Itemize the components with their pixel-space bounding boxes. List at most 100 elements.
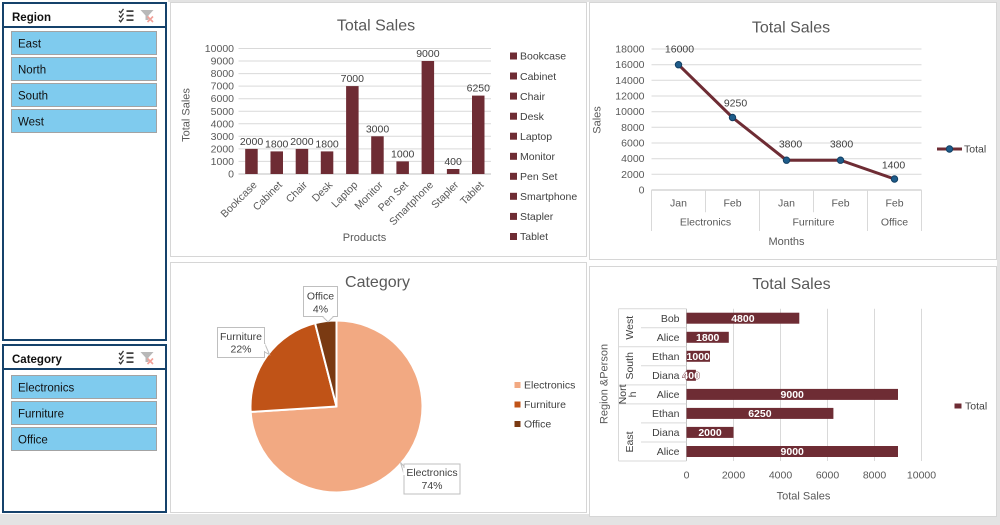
svg-text:Furniture: Furniture <box>18 409 64 421</box>
svg-text:1800: 1800 <box>315 138 339 150</box>
svg-text:2000: 2000 <box>698 427 722 439</box>
svg-text:Bob: Bob <box>660 313 679 325</box>
svg-text:4800: 4800 <box>731 313 755 325</box>
svg-text:9000: 9000 <box>416 48 440 60</box>
svg-text:Electronics: Electronics <box>679 217 730 229</box>
svg-text:2000: 2000 <box>210 143 234 155</box>
svg-text:9000: 9000 <box>780 389 804 401</box>
svg-text:2000: 2000 <box>621 169 645 181</box>
svg-text:Feb: Feb <box>723 198 741 210</box>
svg-text:h: h <box>627 391 639 397</box>
svg-text:10000: 10000 <box>906 470 935 482</box>
svg-text:14000: 14000 <box>615 75 644 87</box>
svg-text:7000: 7000 <box>210 81 234 93</box>
svg-text:Ethan: Ethan <box>652 408 680 420</box>
svg-text:1000: 1000 <box>210 156 234 168</box>
svg-text:3000: 3000 <box>365 123 389 135</box>
svg-text:Total: Total <box>965 401 987 413</box>
svg-text:Region &Person: Region &Person <box>598 344 610 424</box>
svg-text:Jan: Jan <box>670 198 687 210</box>
svg-text:Laptop: Laptop <box>520 131 552 143</box>
svg-text:400: 400 <box>682 370 700 382</box>
svg-text:Tablet: Tablet <box>520 231 548 243</box>
svg-text:6000: 6000 <box>815 470 839 482</box>
svg-text:8000: 8000 <box>862 470 886 482</box>
svg-text:Stapler: Stapler <box>429 179 461 211</box>
svg-text:Ethan: Ethan <box>652 351 680 363</box>
svg-text:Desk: Desk <box>520 111 545 123</box>
svg-text:18000: 18000 <box>615 44 644 56</box>
svg-text:2000: 2000 <box>290 136 314 148</box>
svg-text:8000: 8000 <box>621 122 645 134</box>
svg-text:10000: 10000 <box>615 106 644 118</box>
svg-text:Alice: Alice <box>656 446 679 458</box>
svg-text:South: South <box>624 352 636 380</box>
svg-text:Electronics: Electronics <box>406 467 457 479</box>
svg-text:12000: 12000 <box>615 91 644 103</box>
svg-text:Feb: Feb <box>831 198 849 210</box>
svg-text:0: 0 <box>228 169 234 181</box>
svg-text:16000: 16000 <box>664 44 693 56</box>
svg-text:Office: Office <box>524 419 551 431</box>
svg-text:Cabinet: Cabinet <box>520 71 556 83</box>
svg-text:Total: Total <box>964 144 986 156</box>
svg-text:Total Sales: Total Sales <box>751 20 829 37</box>
svg-text:Region: Region <box>12 12 51 24</box>
svg-text:1000: 1000 <box>686 351 710 363</box>
svg-text:4000: 4000 <box>210 118 234 130</box>
svg-text:Total Sales: Total Sales <box>336 18 414 35</box>
svg-text:7000: 7000 <box>340 73 364 85</box>
svg-text:1000: 1000 <box>391 148 415 160</box>
svg-text:Diana: Diana <box>652 370 680 382</box>
svg-text:3000: 3000 <box>210 131 234 143</box>
svg-text:Smartphone: Smartphone <box>520 191 577 203</box>
svg-text:Nort: Nort <box>617 384 629 404</box>
svg-text:Office: Office <box>306 291 333 303</box>
svg-text:22%: 22% <box>230 344 251 356</box>
svg-text:1800: 1800 <box>696 332 720 344</box>
svg-text:Total Sales: Total Sales <box>752 276 830 293</box>
svg-text:9000: 9000 <box>210 56 234 68</box>
svg-text:4%: 4% <box>312 304 327 316</box>
svg-text:Electronics: Electronics <box>18 383 74 395</box>
svg-text:16000: 16000 <box>615 59 644 71</box>
svg-text:2000: 2000 <box>721 470 745 482</box>
svg-text:Furniture: Furniture <box>524 399 566 411</box>
svg-text:Bookcase: Bookcase <box>218 179 259 220</box>
svg-text:6000: 6000 <box>210 93 234 105</box>
svg-text:Office: Office <box>880 217 907 229</box>
svg-text:1400: 1400 <box>881 160 905 172</box>
svg-text:9250: 9250 <box>723 98 747 110</box>
svg-text:2000: 2000 <box>239 136 263 148</box>
svg-text:0: 0 <box>683 470 689 482</box>
svg-text:10000: 10000 <box>204 43 233 55</box>
svg-text:0: 0 <box>638 185 644 197</box>
svg-text:Chair: Chair <box>520 91 546 103</box>
svg-text:Jan: Jan <box>778 198 795 210</box>
svg-text:5000: 5000 <box>210 106 234 118</box>
svg-text:400: 400 <box>444 156 462 168</box>
svg-text:Diana: Diana <box>652 427 680 439</box>
svg-text:6250: 6250 <box>748 408 772 420</box>
svg-text:Total Sales: Total Sales <box>180 88 192 142</box>
svg-text:4000: 4000 <box>621 153 645 165</box>
svg-text:6000: 6000 <box>621 138 645 150</box>
svg-text:East: East <box>624 431 636 452</box>
svg-text:3800: 3800 <box>829 138 853 150</box>
svg-text:Total Sales: Total Sales <box>776 491 830 503</box>
svg-text:East: East <box>18 39 42 51</box>
svg-text:West: West <box>624 316 636 340</box>
svg-text:Feb: Feb <box>885 198 903 210</box>
svg-text:South: South <box>18 91 48 103</box>
svg-text:Products: Products <box>342 232 386 244</box>
svg-text:Alice: Alice <box>656 389 679 401</box>
svg-text:1800: 1800 <box>265 138 289 150</box>
svg-text:West: West <box>18 117 45 129</box>
svg-text:Alice: Alice <box>656 332 679 344</box>
svg-text:Stapler: Stapler <box>520 211 554 223</box>
svg-text:Sales: Sales <box>591 106 603 134</box>
svg-text:Bookcase: Bookcase <box>520 51 566 63</box>
svg-text:Furniture: Furniture <box>792 217 834 229</box>
svg-text:8000: 8000 <box>210 68 234 80</box>
svg-text:3800: 3800 <box>778 138 802 150</box>
